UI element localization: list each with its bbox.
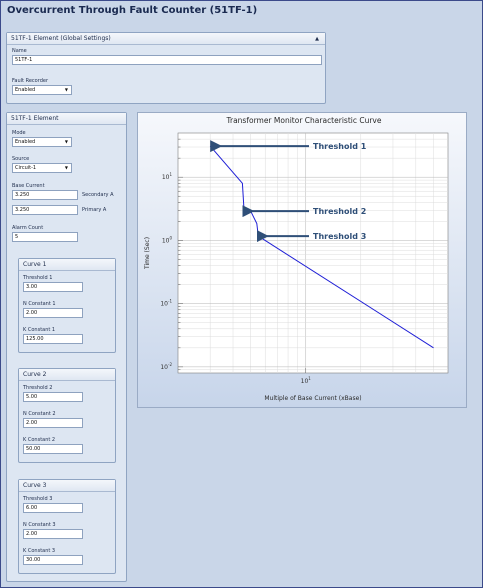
- y-tick-label: 101: [162, 172, 173, 181]
- source-dropdown[interactable]: Circuit-1 ▼: [12, 163, 72, 173]
- fault-recorder-dropdown[interactable]: Enabled ▼: [12, 85, 72, 95]
- n-constant-3-field[interactable]: 2.00: [23, 529, 83, 539]
- alarm-count-field[interactable]: 5: [12, 232, 78, 242]
- curve-2-panel: Curve 2 Threshold 2 5.00 N Constant 2 2.…: [18, 368, 116, 463]
- curve-3-panel: Curve 3 Threshold 3 6.00 N Constant 3 2.…: [18, 479, 116, 574]
- x-axis-label: Multiple of Base Current (xBase): [264, 395, 361, 402]
- k-constant-3-label: K Constant 3: [23, 548, 56, 554]
- curve-1-panel: Curve 1 Threshold 1 3.00 N Constant 1 2.…: [18, 258, 116, 353]
- curve-2-header: Curve 2: [19, 369, 115, 381]
- base-current-label: Base Current: [12, 183, 45, 189]
- threshold-3-field[interactable]: 6.00: [23, 503, 83, 513]
- chart-title: Transformer Monitor Characteristic Curve: [226, 116, 382, 125]
- n-constant-3-label: N Constant 3: [23, 522, 56, 528]
- chevron-down-icon: ▼: [64, 139, 68, 144]
- y-tick-label: 10-1: [160, 299, 172, 308]
- y-tick-label: 100: [162, 235, 173, 244]
- k-constant-2-field[interactable]: 50.00: [23, 444, 83, 454]
- mode-label: Mode: [12, 130, 26, 136]
- threshold-annotation-label: Threshold 1: [313, 142, 367, 151]
- n-constant-2-field[interactable]: 2.00: [23, 418, 83, 428]
- chart-svg: Transformer Monitor Characteristic Curve…: [144, 116, 449, 402]
- characteristic-curve-chart: Transformer Monitor Characteristic Curve…: [137, 112, 467, 408]
- alarm-count-label: Alarm Count: [12, 225, 44, 231]
- threshold-1-label: Threshold 1: [23, 275, 53, 281]
- threshold-3-label: Threshold 3: [23, 496, 53, 502]
- primary-unit-label: Primary A: [82, 207, 107, 213]
- secondary-unit-label: Secondary A: [82, 192, 114, 198]
- global-settings-title: 51TF-1 Element (Global Settings): [11, 35, 111, 42]
- caret-up-icon[interactable]: ▲: [315, 36, 319, 42]
- mode-dropdown[interactable]: Enabled ▼: [12, 137, 72, 147]
- x-tick-label: 101: [301, 376, 312, 385]
- annotation-layer: Threshold 1 Threshold 2 Threshold 3: [210, 140, 367, 243]
- threshold-1-field[interactable]: 3.00: [23, 282, 83, 292]
- base-current-primary-field[interactable]: 3.250: [12, 205, 78, 215]
- source-value: Circuit-1: [15, 165, 37, 171]
- plot-area: [177, 132, 449, 374]
- y-tick-label: 10-2: [160, 362, 172, 371]
- element-header: 51TF-1 Element: [7, 113, 126, 125]
- k-constant-1-label: K Constant 1: [23, 327, 56, 333]
- mode-value: Enabled: [15, 139, 36, 145]
- page-title: Overcurrent Through Fault Counter (51TF-…: [7, 5, 258, 16]
- element-panel: 51TF-1 Element Mode Enabled ▼ Source Cir…: [6, 112, 127, 582]
- threshold-annotation-label: Threshold 2: [313, 207, 366, 216]
- curve-1-header: Curve 1: [19, 259, 115, 271]
- global-settings-panel: 51TF-1 Element (Global Settings) ▲ Name …: [6, 32, 326, 104]
- base-current-secondary-field[interactable]: 3.250: [12, 190, 78, 200]
- y-axis-label: Time (Sec): [144, 237, 151, 270]
- tick-layer: 10-2 10-1 100 101 101: [160, 138, 312, 385]
- fault-recorder-label: Fault Recorder: [12, 78, 48, 84]
- threshold-2-label: Threshold 2: [23, 385, 53, 391]
- grid-layer: [178, 133, 448, 373]
- chevron-down-icon: ▼: [64, 87, 68, 92]
- fault-recorder-value: Enabled: [15, 87, 36, 93]
- k-constant-2-label: K Constant 2: [23, 437, 56, 443]
- n-constant-2-label: N Constant 2: [23, 411, 56, 417]
- name-field[interactable]: 51TF-1: [12, 55, 322, 65]
- global-settings-header[interactable]: 51TF-1 Element (Global Settings) ▲: [7, 33, 325, 45]
- k-constant-1-field[interactable]: 125.00: [23, 334, 83, 344]
- source-label: Source: [12, 156, 30, 162]
- n-constant-1-field[interactable]: 2.00: [23, 308, 83, 318]
- k-constant-3-field[interactable]: 30.00: [23, 555, 83, 565]
- threshold-annotation-label: Threshold 3: [313, 232, 366, 241]
- n-constant-1-label: N Constant 1: [23, 301, 56, 307]
- threshold-2-field[interactable]: 5.00: [23, 392, 83, 402]
- chevron-down-icon: ▼: [64, 165, 68, 170]
- name-label: Name: [12, 48, 27, 54]
- curve-3-header: Curve 3: [19, 480, 115, 492]
